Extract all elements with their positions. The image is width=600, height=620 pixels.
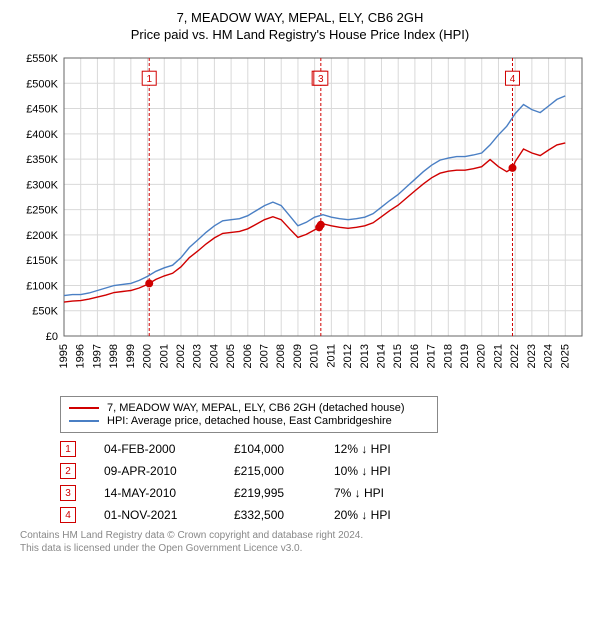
svg-text:1998: 1998 — [108, 344, 120, 368]
svg-text:2012: 2012 — [342, 344, 354, 368]
transactions-table: 1 04-FEB-2000£104,00012% ↓ HPI 2 09-APR-201… — [60, 441, 590, 523]
svg-text:2002: 2002 — [175, 344, 187, 368]
svg-text:£0: £0 — [46, 331, 58, 343]
svg-text:2005: 2005 — [225, 344, 237, 368]
transaction-marker: 2 — [60, 463, 76, 479]
svg-text:1: 1 — [146, 74, 152, 85]
svg-text:£300K: £300K — [26, 179, 58, 191]
svg-text:3: 3 — [318, 74, 324, 85]
table-row: 3 14-MAY-2010£219,9957% ↓ HPI — [60, 485, 590, 501]
transaction-vs-hpi: 10% ↓ HPI — [334, 464, 444, 478]
footer-line1: Contains HM Land Registry data © Crown c… — [20, 529, 590, 542]
svg-text:1996: 1996 — [75, 344, 87, 368]
svg-text:1997: 1997 — [91, 344, 103, 368]
svg-text:2020: 2020 — [476, 344, 488, 368]
transaction-price: £104,000 — [234, 442, 334, 456]
svg-text:2025: 2025 — [559, 344, 571, 368]
svg-text:£550K: £550K — [26, 53, 58, 65]
svg-text:£100K: £100K — [26, 280, 58, 292]
svg-text:2001: 2001 — [158, 344, 170, 368]
svg-text:£400K: £400K — [26, 129, 58, 141]
transaction-marker: 3 — [60, 485, 76, 501]
transaction-marker: 4 — [60, 507, 76, 523]
svg-text:2017: 2017 — [426, 344, 438, 368]
svg-text:4: 4 — [510, 74, 516, 85]
transaction-vs-hpi: 20% ↓ HPI — [334, 508, 444, 522]
transaction-vs-hpi: 12% ↓ HPI — [334, 442, 444, 456]
chart-title-address: 7, MEADOW WAY, MEPAL, ELY, CB6 2GH — [10, 10, 590, 25]
legend-row: HPI: Average price, detached house, East… — [69, 415, 429, 427]
transaction-date: 14-MAY-2010 — [104, 486, 234, 500]
svg-text:2019: 2019 — [459, 344, 471, 368]
transaction-date: 09-APR-2010 — [104, 464, 234, 478]
svg-text:2015: 2015 — [392, 344, 404, 368]
transaction-date: 04-FEB-2000 — [104, 442, 234, 456]
svg-text:£350K: £350K — [26, 154, 58, 166]
svg-text:2023: 2023 — [526, 344, 538, 368]
svg-text:2009: 2009 — [292, 344, 304, 368]
svg-text:2004: 2004 — [208, 344, 220, 368]
legend-row: 7, MEADOW WAY, MEPAL, ELY, CB6 2GH (deta… — [69, 402, 429, 414]
svg-text:2014: 2014 — [375, 344, 387, 368]
transaction-date: 01-NOV-2021 — [104, 508, 234, 522]
transaction-price: £332,500 — [234, 508, 334, 522]
legend-label: 7, MEADOW WAY, MEPAL, ELY, CB6 2GH (deta… — [107, 402, 405, 414]
svg-text:£500K: £500K — [26, 78, 58, 90]
svg-text:£50K: £50K — [32, 306, 58, 318]
footer-line2: This data is licensed under the Open Gov… — [20, 542, 590, 555]
svg-text:2011: 2011 — [325, 344, 337, 368]
svg-text:2016: 2016 — [409, 344, 421, 368]
svg-text:2007: 2007 — [259, 344, 271, 368]
table-row: 1 04-FEB-2000£104,00012% ↓ HPI — [60, 441, 590, 457]
transaction-price: £215,000 — [234, 464, 334, 478]
chart-title-subtitle: Price paid vs. HM Land Registry's House … — [10, 27, 590, 42]
transaction-price: £219,995 — [234, 486, 334, 500]
svg-text:2000: 2000 — [142, 344, 154, 368]
svg-text:1999: 1999 — [125, 344, 137, 368]
legend-swatch — [69, 420, 99, 422]
svg-text:2003: 2003 — [192, 344, 204, 368]
svg-text:2021: 2021 — [492, 344, 504, 368]
legend-label: HPI: Average price, detached house, East… — [107, 415, 392, 427]
svg-text:£250K: £250K — [26, 205, 58, 217]
svg-text:£200K: £200K — [26, 230, 58, 242]
transaction-marker: 1 — [60, 441, 76, 457]
svg-text:2008: 2008 — [275, 344, 287, 368]
svg-text:1995: 1995 — [58, 344, 70, 368]
transaction-vs-hpi: 7% ↓ HPI — [334, 486, 444, 500]
svg-text:£150K: £150K — [26, 255, 58, 267]
svg-text:2013: 2013 — [359, 344, 371, 368]
svg-text:2022: 2022 — [509, 344, 521, 368]
svg-text:2024: 2024 — [543, 344, 555, 368]
svg-text:2010: 2010 — [309, 344, 321, 368]
legend-swatch — [69, 407, 99, 409]
svg-text:£450K: £450K — [26, 104, 58, 116]
svg-text:2018: 2018 — [442, 344, 454, 368]
footer-attribution: Contains HM Land Registry data © Crown c… — [20, 529, 590, 555]
chart-legend: 7, MEADOW WAY, MEPAL, ELY, CB6 2GH (deta… — [60, 396, 438, 433]
table-row: 2 09-APR-2010£215,00010% ↓ HPI — [60, 463, 590, 479]
price-chart: £0 £50K £100K £150K £200K £250K £300K £350K £400… — [10, 48, 590, 388]
svg-text:2006: 2006 — [242, 344, 254, 368]
table-row: 4 01-NOV-2021£332,50020% ↓ HPI — [60, 507, 590, 523]
